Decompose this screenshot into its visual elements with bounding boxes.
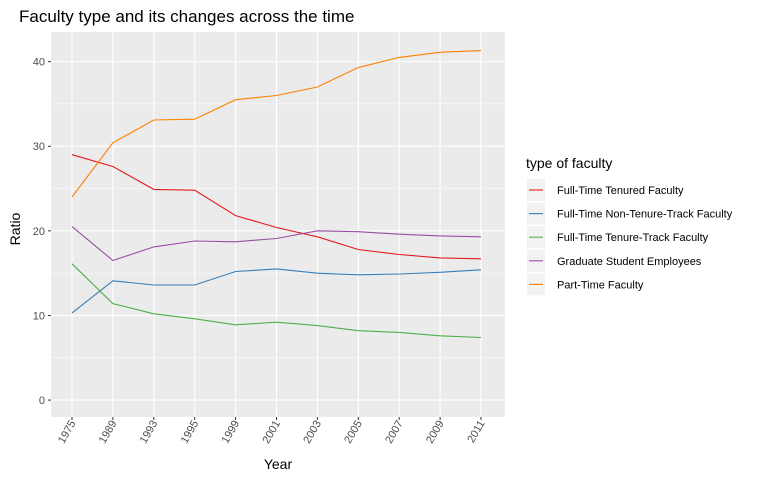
legend-label: Part-Time Faculty	[557, 279, 644, 291]
y-axis-ticks: 0 10 20 30 40	[33, 57, 51, 407]
x-tick-label: 1995	[179, 419, 202, 446]
chart-title: Faculty type and its changes across the …	[19, 7, 354, 26]
x-tick-label: 2009	[424, 419, 447, 446]
x-axis-title: Year	[264, 456, 293, 472]
x-tick-label: 2005	[342, 419, 365, 446]
y-tick-label: 0	[39, 395, 45, 407]
series-line	[71, 50, 482, 198]
grid	[51, 32, 505, 417]
series-line	[71, 154, 482, 260]
x-tick-label: 2001	[260, 419, 283, 446]
series-lines	[71, 50, 482, 339]
legend-label: Full-Time Tenure-Track Faculty	[557, 232, 709, 244]
x-axis-ticks: 1975 1989 1993 1995 1999 2001 2003 2005 2007 2009…	[56, 417, 488, 446]
y-tick-label: 10	[33, 310, 45, 322]
x-tick-label: 2003	[301, 419, 324, 446]
y-tick-label: 40	[33, 57, 45, 69]
y-tick-label: 20	[33, 226, 45, 238]
x-tick-label: 1975	[56, 419, 79, 446]
series-line	[71, 226, 482, 262]
legend-label: Full-Time Tenured Faculty	[557, 185, 684, 197]
legend-title: type of faculty	[526, 155, 612, 171]
series-line	[71, 268, 482, 314]
x-tick-label: 2007	[383, 419, 406, 446]
x-tick-label: 1999	[220, 419, 243, 446]
y-axis-title: Ratio	[7, 212, 23, 245]
legend-label: Graduate Student Employees	[557, 256, 702, 268]
legend-label: Full-Time Non-Tenure-Track Faculty	[557, 209, 733, 221]
plot-panel	[51, 32, 505, 417]
x-tick-label: 2011	[465, 419, 487, 445]
x-tick-label: 1989	[97, 419, 120, 446]
y-tick-label: 30	[33, 141, 45, 153]
x-tick-label: 1993	[138, 419, 161, 446]
legend: type of faculty Full-Time Tenured Facult…	[526, 155, 733, 296]
series-line	[71, 263, 482, 339]
